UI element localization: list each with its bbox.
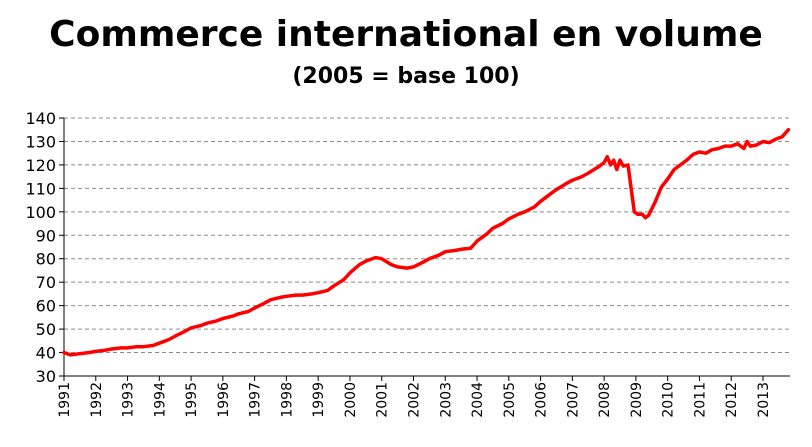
x-tick-label: 2000 xyxy=(343,382,359,418)
x-tick-label: 1992 xyxy=(89,382,105,418)
y-tick-label: 80 xyxy=(36,250,56,269)
x-tick-label: 2012 xyxy=(724,382,740,418)
x-axis-ticks: 1991 1992 1993 1994 1995 1996 1997 1998 1999 2000… xyxy=(57,376,772,418)
x-tick-label: 2006 xyxy=(534,382,550,418)
x-tick-label: 2010 xyxy=(661,382,677,418)
x-tick-label: 1994 xyxy=(152,382,168,418)
series-group xyxy=(62,127,791,357)
axes xyxy=(63,118,790,377)
y-tick-label: 120 xyxy=(25,156,56,175)
chart-subtitle: (2005 = base 100) xyxy=(292,64,520,89)
y-tick-label: 140 xyxy=(25,109,56,128)
x-tick-label: 1995 xyxy=(184,382,200,418)
x-tick-label: 1998 xyxy=(279,382,295,418)
gridlines xyxy=(64,117,790,354)
x-tick-label: 2008 xyxy=(597,382,613,418)
y-tick-label: 30 xyxy=(36,367,56,386)
y-tick-label: 100 xyxy=(25,203,56,222)
x-tick-label: 1999 xyxy=(311,382,327,418)
y-tick-label: 110 xyxy=(25,179,56,198)
series-line-0 xyxy=(62,127,791,357)
x-tick-label: 2009 xyxy=(629,382,645,418)
y-tick-label: 40 xyxy=(36,344,56,363)
y-tick-label: 90 xyxy=(36,226,56,245)
x-tick-label: 2002 xyxy=(406,382,422,418)
y-tick-label: 70 xyxy=(36,273,56,292)
x-tick-label: 2007 xyxy=(565,382,581,418)
x-tick-label: 1996 xyxy=(216,382,232,418)
x-tick-label: 2004 xyxy=(470,382,486,418)
x-tick-label: 1997 xyxy=(248,382,264,418)
x-tick-label: 1991 xyxy=(57,382,73,418)
y-tick-label: 60 xyxy=(36,297,56,316)
x-tick-label: 2005 xyxy=(502,382,518,418)
x-tick-label: 2003 xyxy=(438,382,454,418)
chart-title: Commerce international en volume xyxy=(49,14,763,55)
y-axis-ticks: 30 40 50 60 70 80 90 100 110 120 130 140 xyxy=(25,109,64,386)
x-tick-label: 1993 xyxy=(121,382,137,418)
y-tick-label: 50 xyxy=(36,320,56,339)
x-tick-label: 2013 xyxy=(756,382,772,418)
y-tick-label: 130 xyxy=(25,132,56,151)
x-tick-label: 2011 xyxy=(692,382,708,418)
x-tick-label: 2001 xyxy=(375,382,391,418)
